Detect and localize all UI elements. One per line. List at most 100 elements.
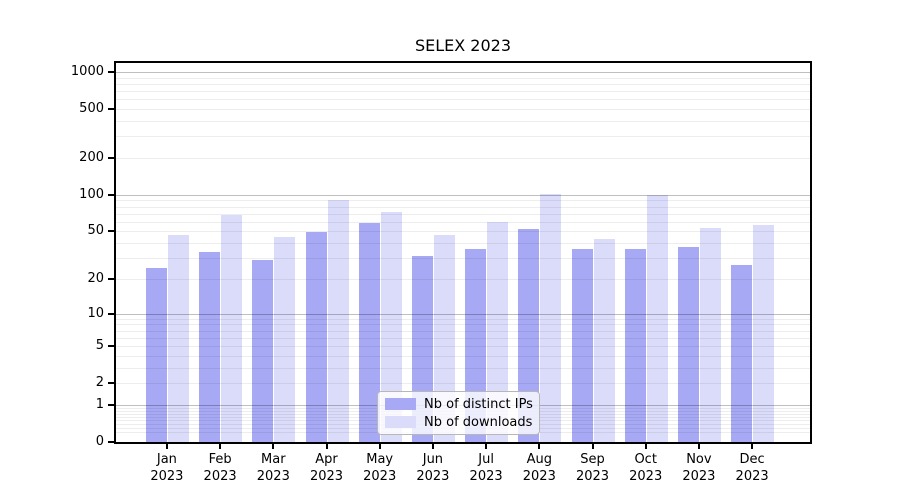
x-axis-tick xyxy=(697,444,700,449)
y-axis-tick xyxy=(108,312,114,315)
gridline-minor xyxy=(116,99,810,101)
gridline-minor xyxy=(116,318,810,320)
gridline-minor xyxy=(116,120,810,122)
x-axis-tick-label: Dec 2023 xyxy=(735,452,769,484)
x-axis-tick-label: Jul 2023 xyxy=(469,452,503,484)
x-axis-tick-label: Sep 2023 xyxy=(575,452,610,484)
bar-downloads xyxy=(433,234,455,442)
gridline-minor xyxy=(116,221,810,223)
x-axis-line xyxy=(114,442,812,444)
x-axis-tick xyxy=(325,444,328,449)
bar-distinct-ips xyxy=(624,248,646,442)
gridline-minor xyxy=(116,83,810,85)
bar-distinct-ips xyxy=(199,251,221,442)
gridline-minor xyxy=(116,91,810,93)
bar-distinct-ips xyxy=(571,248,593,442)
bar-downloads xyxy=(327,200,349,442)
bar-downloads xyxy=(646,195,668,442)
top-spine xyxy=(114,61,812,63)
bar-downloads xyxy=(221,215,243,442)
y-axis-tick-label: 1000 xyxy=(70,63,104,79)
x-axis-tick-label: Oct 2023 xyxy=(629,452,663,484)
bar-distinct-ips xyxy=(305,232,327,442)
gridline-major xyxy=(116,71,810,73)
bar-downloads xyxy=(540,193,562,442)
y-axis-tick-label: 500 xyxy=(79,101,104,117)
x-axis-tick-label: Feb 2023 xyxy=(203,452,237,484)
legend-item-downloads: Nb of downloads xyxy=(385,415,532,430)
x-axis-tick xyxy=(538,444,541,449)
y-axis-tick xyxy=(108,156,114,159)
y-axis-tick xyxy=(108,193,114,196)
x-axis-tick xyxy=(485,444,488,449)
x-axis-tick-label: May 2023 xyxy=(363,452,397,484)
gridline-minor xyxy=(116,278,810,280)
gridline-minor xyxy=(116,231,810,233)
bar-distinct-ips xyxy=(358,222,380,442)
legend: Nb of distinct IPs Nb of downloads xyxy=(377,391,540,435)
x-axis-tick xyxy=(272,444,275,449)
x-axis-tick xyxy=(431,444,434,449)
bar-downloads xyxy=(380,212,402,442)
left-spine xyxy=(114,61,116,444)
legend-swatch-downloads xyxy=(385,416,416,428)
legend-label-downloads: Nb of downloads xyxy=(424,414,533,430)
y-axis-tick-label: 2 xyxy=(95,375,104,391)
gridline-major xyxy=(116,313,810,315)
x-axis-tick-label: Jan 2023 xyxy=(150,452,184,484)
y-axis-tick-label: 50 xyxy=(87,223,104,239)
plot-area: Nb of distinct IPs Nb of downloads xyxy=(114,61,812,444)
gridline-minor xyxy=(116,383,810,385)
y-axis-tick-label: 10 xyxy=(87,305,104,321)
gridline-minor xyxy=(116,157,810,159)
x-axis-tick xyxy=(751,444,754,449)
bar-distinct-ips xyxy=(145,267,167,442)
y-axis-tick-label: 1 xyxy=(95,396,104,412)
gridline-minor xyxy=(116,355,810,357)
bar-downloads xyxy=(274,236,296,442)
y-axis-tick xyxy=(108,345,114,348)
x-axis-tick-label: Aug 2023 xyxy=(522,452,556,484)
x-axis-tick xyxy=(165,444,168,449)
y-axis-tick xyxy=(108,108,114,111)
gridline-minor xyxy=(116,346,810,348)
bar-downloads xyxy=(753,224,775,442)
legend-item-distinct-ips: Nb of distinct IPs xyxy=(385,396,533,412)
x-axis-tick-label: Mar 2023 xyxy=(256,452,290,484)
y-axis-tick xyxy=(108,382,114,385)
bar-downloads xyxy=(167,234,189,442)
gridline-minor xyxy=(116,206,810,208)
x-axis-tick-label: Nov 2023 xyxy=(682,452,716,484)
gridline-minor xyxy=(116,136,810,138)
y-axis-tick-label: 100 xyxy=(79,186,104,202)
y-axis-tick-label: 5 xyxy=(95,338,104,354)
x-axis-tick xyxy=(219,444,222,449)
y-axis-tick-label: 200 xyxy=(79,149,104,165)
y-axis-tick xyxy=(108,403,114,406)
x-axis-tick xyxy=(378,444,381,449)
bar-distinct-ips xyxy=(252,259,274,442)
legend-swatch-distinct-ips xyxy=(385,398,416,410)
y-axis-tick-label: 0 xyxy=(95,434,104,449)
bar-distinct-ips xyxy=(518,229,540,442)
y-axis-tick xyxy=(108,441,114,443)
gridline-minor xyxy=(116,213,810,215)
chart-title: SELEX 2023 xyxy=(414,36,512,55)
x-axis-tick-label: Apr 2023 xyxy=(309,452,344,484)
y-axis-tick xyxy=(108,277,114,280)
gridline-major xyxy=(116,194,810,196)
gridline-minor xyxy=(116,324,810,326)
gridline-minor xyxy=(116,109,810,111)
y-axis-tick xyxy=(108,70,114,73)
legend-label-distinct-ips: Nb of distinct IPs xyxy=(424,396,533,412)
bar-downloads xyxy=(593,239,615,442)
gridline-minor xyxy=(116,367,810,369)
gridline-minor xyxy=(116,337,810,339)
y-axis-tick xyxy=(108,230,114,233)
gridline-minor xyxy=(116,258,810,260)
right-spine xyxy=(810,61,812,444)
y-axis-tick-label: 20 xyxy=(87,270,104,286)
gridline-minor xyxy=(116,200,810,202)
gridline-minor xyxy=(116,330,810,332)
